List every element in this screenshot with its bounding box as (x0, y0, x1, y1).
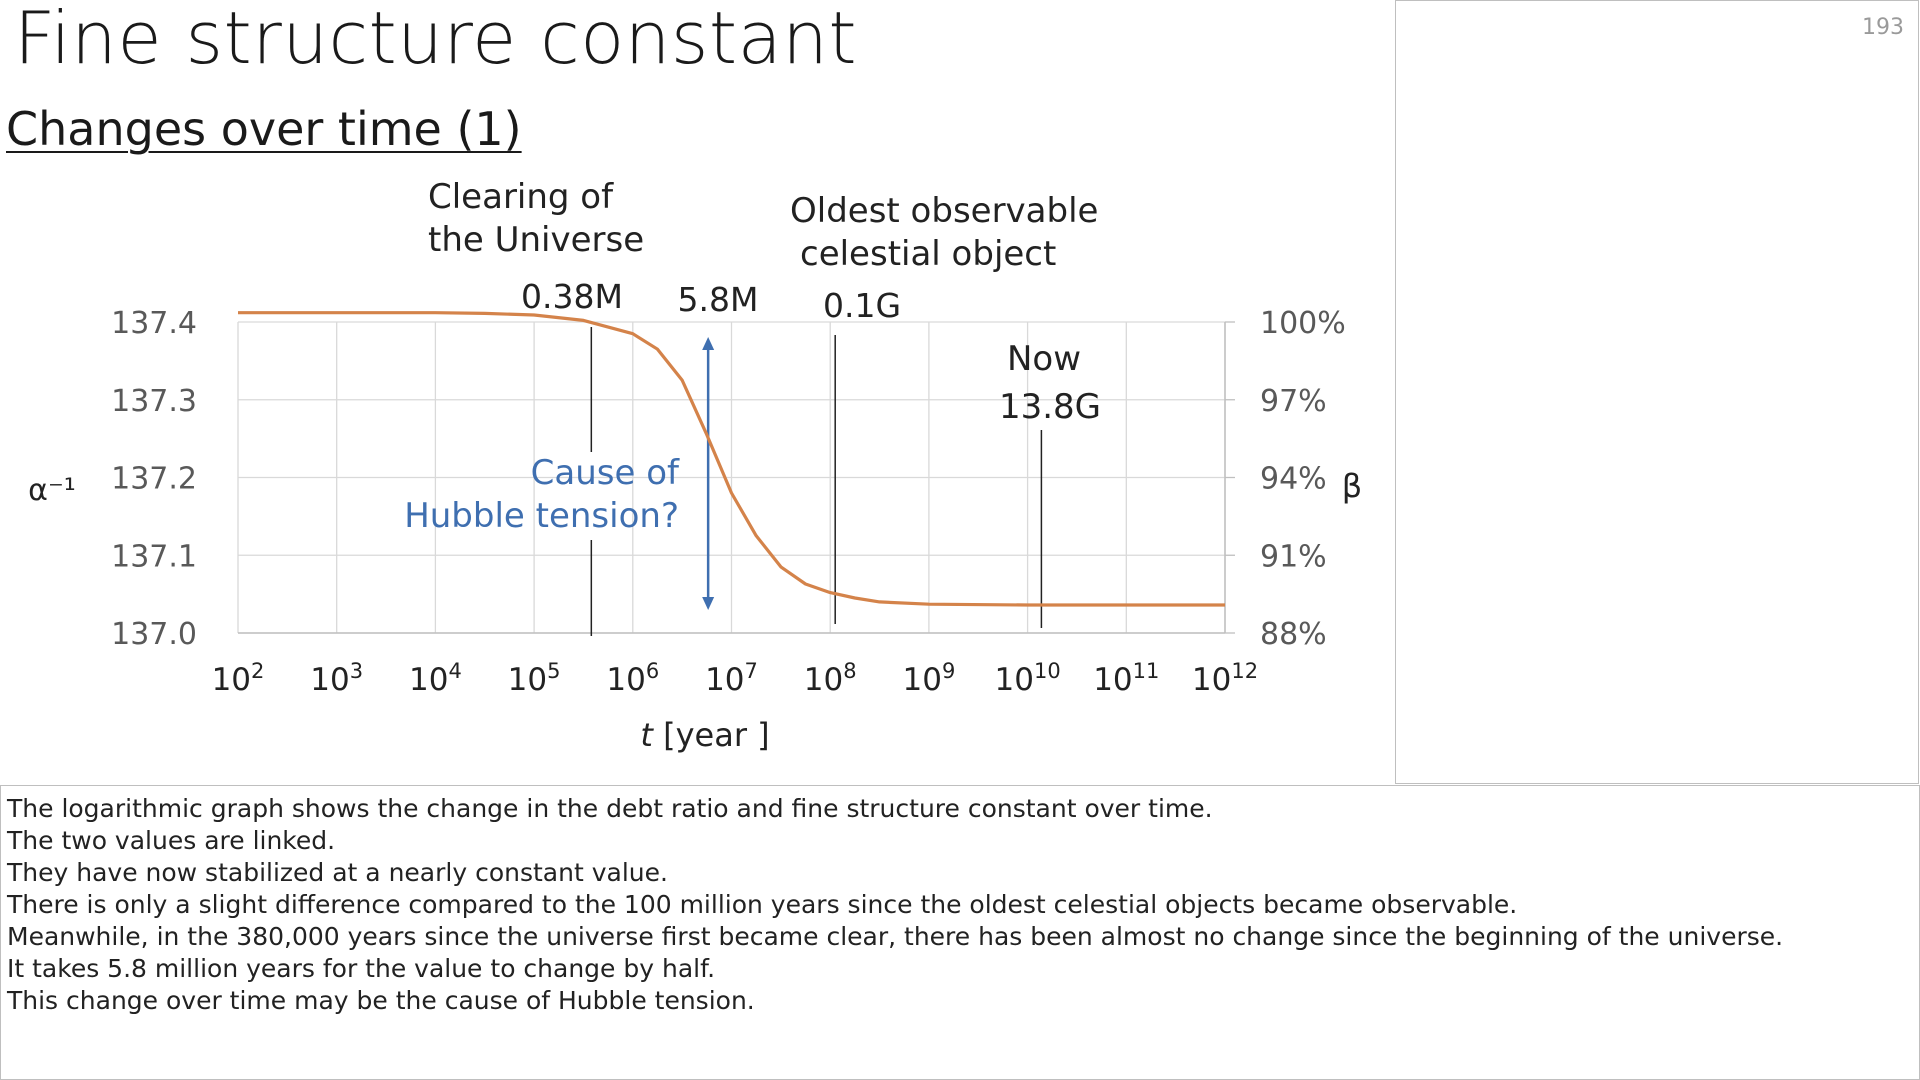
speaker-notes: The logarithmic graph shows the change i… (0, 785, 1920, 1080)
oldest-object-label: celestial object (800, 234, 1056, 274)
now-value: 13.8G (999, 387, 1101, 427)
hubble-tension-label: Hubble tension? (404, 496, 679, 536)
y-tick-label-right: 97% (1260, 384, 1327, 419)
x-tick-label: 1012 (1192, 659, 1258, 698)
y-tick-label-left: 137.4 (111, 306, 197, 341)
clearing-value: 0.38M (521, 277, 623, 316)
y-axis-title-right: β (1342, 467, 1362, 505)
slide-subtitle: Changes over time (1) (6, 102, 522, 156)
clearing-label: the Universe (428, 220, 644, 260)
y-tick-label-right: 91% (1260, 539, 1327, 574)
oldest-object-label: Oldest observable (790, 191, 1098, 231)
x-tick-label: 103 (310, 659, 363, 698)
y-axis-title-left: α⁻¹ (28, 473, 76, 508)
note-line: They have now stabilized at a nearly con… (7, 858, 668, 887)
side-panel: 193 (1395, 0, 1919, 784)
y-tick-label-left: 137.1 (111, 539, 197, 574)
x-tick-label: 102 (212, 659, 265, 698)
y-tick-label-left: 137.2 (111, 462, 197, 497)
x-tick-label: 104 (409, 659, 462, 698)
x-tick-label: 106 (606, 659, 659, 698)
tick-labels: 137.4 100% 137.3 97% 137.2 94% 137.1 91% 137.0 88… (28, 306, 1362, 754)
x-tick-label: 109 (902, 659, 955, 698)
note-line: This change over time may be the cause o… (7, 986, 755, 1015)
y-tick-label-right: 94% (1260, 462, 1327, 497)
x-tick-label: 107 (705, 659, 758, 698)
now-label: Now (1007, 339, 1081, 379)
y-tick-label-right: 88% (1260, 617, 1327, 652)
arrowhead-down (702, 597, 715, 610)
slide-title: Fine structure constant (14, 0, 858, 80)
clearing-label: Clearing of (428, 177, 614, 217)
x-tick-label: 108 (804, 659, 857, 698)
chart: 137.4 100% 137.3 97% 137.2 94% 137.1 91% 137.0 88… (28, 177, 1362, 754)
half-change-value: 5.8M (678, 280, 759, 319)
note-line: It takes 5.8 million years for the value… (7, 954, 716, 983)
note-line: Meanwhile, in the 380,000 years since th… (7, 922, 1784, 951)
hubble-tension-label: Cause of (531, 453, 680, 493)
page-number: 193 (1862, 15, 1904, 40)
oldest-object-value: 0.1G (823, 286, 901, 325)
x-tick-label: 1011 (1093, 659, 1159, 698)
chart-grid (237, 321, 1235, 634)
y-tick-label-left: 137.0 (111, 617, 197, 652)
arrowhead-up (702, 337, 715, 350)
annotation-lines (590, 327, 1043, 636)
x-tick-label: 1010 (995, 659, 1061, 698)
y-tick-label-right: 100% (1260, 306, 1346, 341)
y-tick-label-left: 137.3 (111, 384, 197, 419)
note-line: The logarithmic graph shows the change i… (7, 794, 1213, 823)
note-line: There is only a slight difference compar… (7, 890, 1518, 919)
note-line: The two values are linked. (7, 826, 336, 855)
x-axis-title: t [year ] (640, 716, 769, 754)
series-group (238, 311, 1225, 607)
x-tick-label: 105 (508, 659, 561, 698)
series-line (238, 311, 1225, 607)
